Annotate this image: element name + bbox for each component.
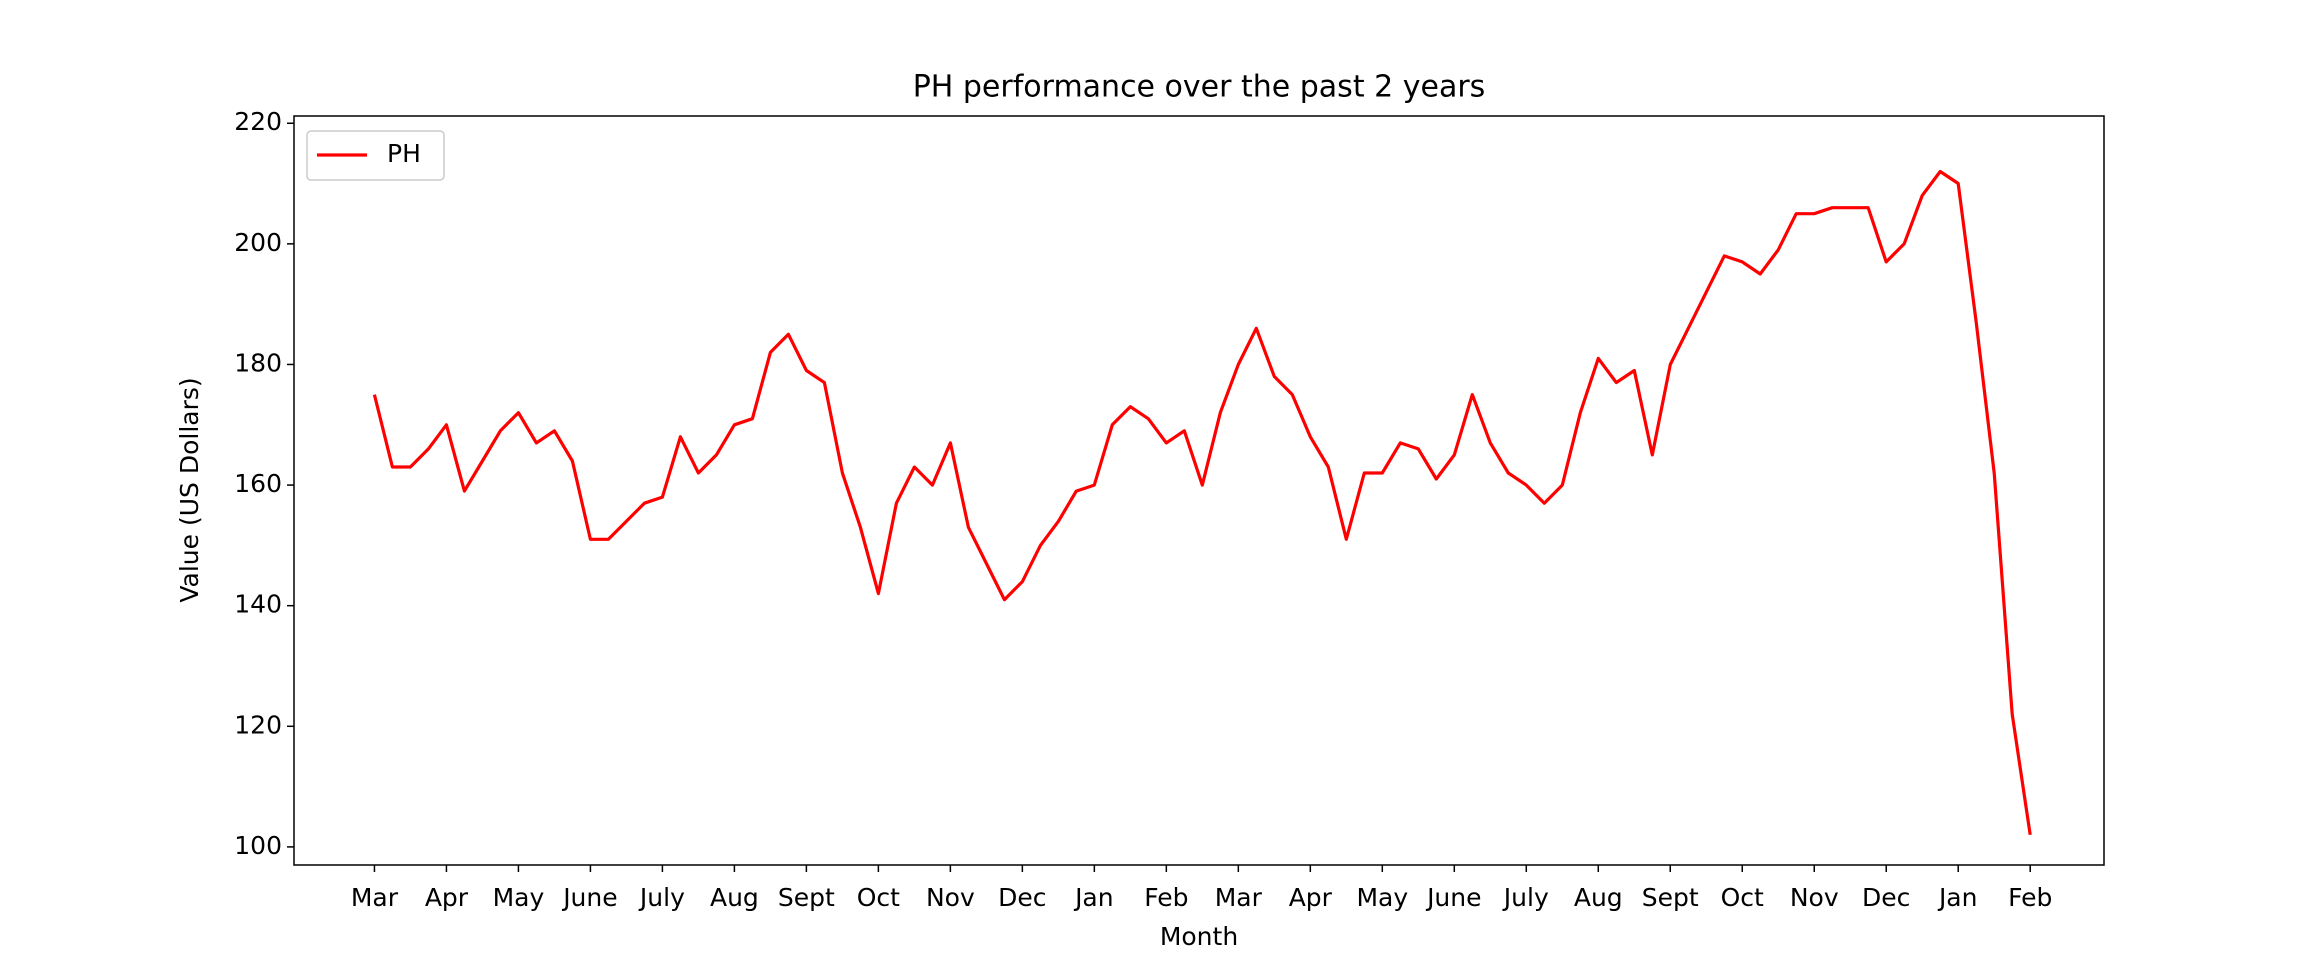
x-tick-label: Dec	[998, 883, 1046, 912]
x-tick-label: May	[493, 883, 545, 912]
x-tick-label: Jan	[1937, 883, 1978, 912]
legend-box	[306, 130, 445, 181]
legend-label: PH	[387, 139, 421, 168]
x-tick-label: May	[1356, 883, 1408, 912]
x-tick-label: Oct	[857, 883, 900, 912]
x-tick-label: Aug	[710, 883, 759, 912]
x-tick-label: Nov	[1790, 883, 1839, 912]
x-tick-label: Mar	[351, 883, 399, 912]
chart-title: PH performance over the past 2 years	[913, 70, 1486, 105]
y-tick-label: 140	[234, 590, 282, 619]
x-tick-label: Feb	[1144, 883, 1188, 912]
y-axis-label: Value (US Dollars)	[175, 377, 204, 602]
x-tick-label: July	[638, 883, 685, 912]
x-tick-label: Nov	[926, 883, 975, 912]
x-axis-label: Month	[1160, 922, 1238, 951]
y-tick-label: 120	[234, 710, 282, 739]
x-tick-label: June	[561, 883, 617, 912]
x-tick-label: Sept	[778, 883, 835, 912]
x-tick-label: Aug	[1574, 883, 1623, 912]
x-tick-label: June	[1425, 883, 1481, 912]
x-tick-label: July	[1502, 883, 1549, 912]
x-tick-label: Mar	[1215, 883, 1263, 912]
y-tick-label: 100	[234, 831, 282, 860]
x-tick-label: Apr	[425, 883, 469, 912]
y-tick-label: 180	[234, 348, 282, 377]
y-tick-label: 200	[234, 228, 282, 257]
x-tick-label: Apr	[1289, 883, 1333, 912]
y-tick-label: 220	[234, 107, 282, 136]
x-tick-label: Sept	[1642, 883, 1699, 912]
x-tick-label: Dec	[1862, 883, 1910, 912]
x-tick-label: Jan	[1073, 883, 1114, 912]
x-tick-label: Feb	[2008, 883, 2052, 912]
line-series	[372, 169, 2032, 836]
y-tick-label: 160	[234, 469, 282, 498]
plot-frame	[293, 115, 2105, 866]
x-tick-label: Oct	[1721, 883, 1764, 912]
